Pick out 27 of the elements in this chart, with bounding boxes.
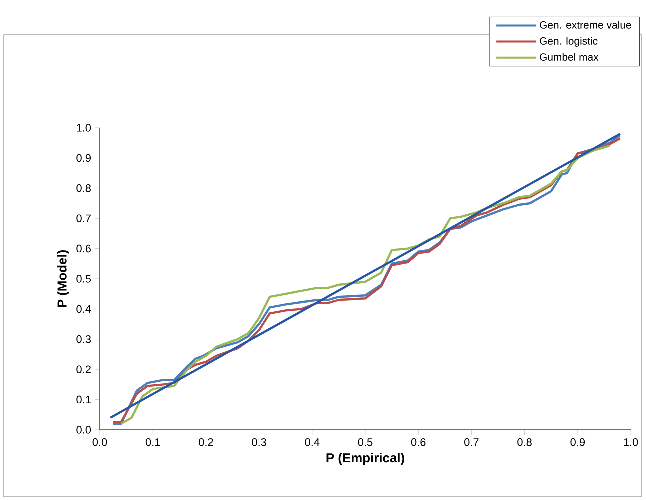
x-tick-label: 0.4 [305, 438, 320, 446]
x-tick-label: 0.5 [358, 438, 373, 446]
y-tick-label: 0.6 [76, 244, 91, 253]
y-tick-label: 0.8 [76, 184, 91, 192]
y-tick-label: 0.5 [76, 275, 92, 283]
x-tick-label: 0.3 [252, 438, 266, 446]
y-tick-label: 0.2 [76, 366, 91, 374]
legend-label: Gumbel max [540, 53, 599, 61]
x-tick-label: 0.8 [518, 438, 532, 446]
y-tick-label: 1.0 [77, 124, 92, 132]
legend-label: Gen. extreme value [540, 21, 632, 29]
x-tick-label: 0.6 [411, 438, 426, 446]
x-tick-label: 0.0 [92, 438, 108, 446]
x-tick-label: 1.0 [624, 438, 638, 446]
x-tick-label: 0.7 [464, 438, 479, 446]
y-tick-label: 0.7 [76, 214, 91, 222]
y-tick-label: 0.9 [76, 154, 91, 162]
legend-label: Gen. logistic [540, 37, 598, 47]
y-axis-title: P (Model) [57, 250, 70, 308]
y-tick-label: 0.1 [76, 396, 91, 404]
x-axis-title: P (Empirical) [326, 453, 404, 466]
x-tick-label: 0.1 [146, 438, 160, 446]
x-tick-label: 0.2 [199, 438, 214, 446]
y-tick-label: 0.4 [76, 305, 92, 314]
y-tick-label: 0.3 [76, 336, 91, 344]
y-tick-label: 0.0 [76, 426, 92, 434]
x-tick-label: 0.9 [570, 438, 586, 446]
